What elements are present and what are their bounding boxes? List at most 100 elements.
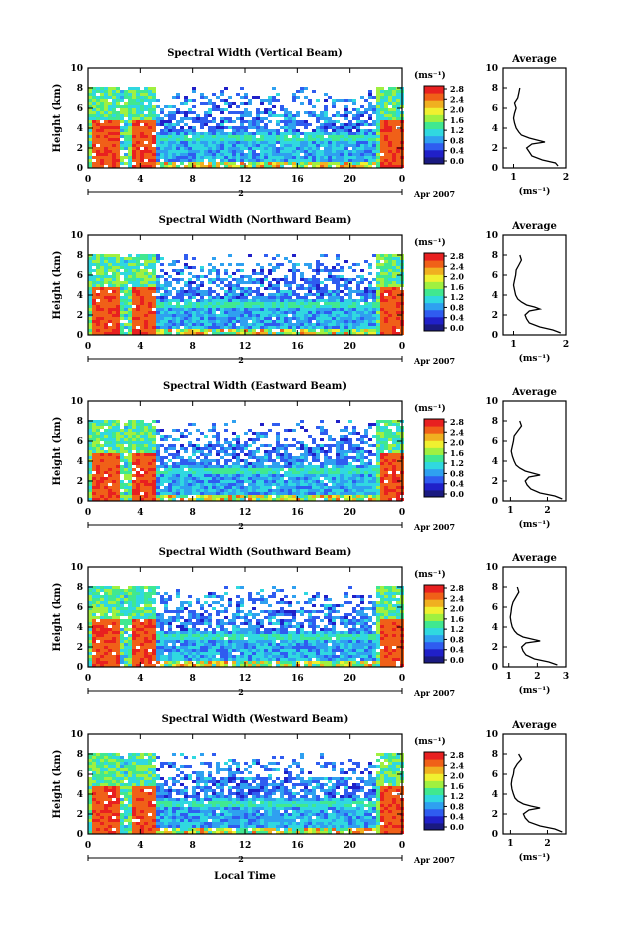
heatmap-cell xyxy=(96,96,100,99)
heatmap-cell xyxy=(188,156,192,159)
heatmap-cell xyxy=(356,299,360,302)
heatmap-cell xyxy=(264,275,268,278)
heatmap-cell xyxy=(136,423,140,426)
heatmap-cell xyxy=(240,150,244,153)
heatmap-cell xyxy=(224,299,228,302)
heatmap-cell xyxy=(364,329,368,332)
heatmap-cell xyxy=(248,254,252,257)
heatmap-cell xyxy=(168,498,172,501)
heatmap-cell xyxy=(260,266,264,269)
heatmap-cell xyxy=(92,444,96,447)
heatmap-cell xyxy=(188,266,192,269)
heatmap-cell xyxy=(292,153,296,156)
heatmap-cell xyxy=(228,311,232,314)
heatmap-cell xyxy=(280,483,284,486)
heatmap-cell xyxy=(296,489,300,492)
heatmap-cell xyxy=(248,429,252,432)
heatmap-cell xyxy=(332,323,336,326)
heatmap-cell xyxy=(316,305,320,308)
heatmap-cell xyxy=(196,483,200,486)
heatmap-cell xyxy=(260,293,264,296)
heatmap-cell xyxy=(116,126,120,129)
heatmap-cell xyxy=(228,480,232,483)
heatmap-cell xyxy=(332,278,336,281)
heatmap-cell xyxy=(144,492,148,495)
heatmap-cell xyxy=(284,141,288,144)
heatmap-cell xyxy=(316,314,320,317)
heatmap-cell xyxy=(372,299,376,302)
heatmap-cell xyxy=(140,105,144,108)
heatmap-cell xyxy=(256,153,260,156)
heatmap-cell xyxy=(372,495,376,498)
heatmap-cell xyxy=(308,290,312,293)
heatmap-cell xyxy=(260,299,264,302)
heatmap-cell xyxy=(128,123,132,126)
heatmap-cell xyxy=(204,132,208,135)
heatmap-cell xyxy=(160,314,164,317)
heatmap-cell xyxy=(100,165,104,168)
heatmap-cell xyxy=(192,308,196,311)
heatmap-cell xyxy=(116,423,120,426)
heatmap-cell xyxy=(312,138,316,141)
heatmap-cell xyxy=(320,483,324,486)
heatmap-cell xyxy=(96,468,100,471)
heatmap-cell xyxy=(348,266,352,269)
heatmap-cell xyxy=(320,426,324,429)
heatmap-cell xyxy=(204,305,208,308)
heatmap-cell xyxy=(304,480,308,483)
heatmap-cell xyxy=(128,269,132,272)
heatmap-cell xyxy=(324,284,328,287)
heatmap-cell xyxy=(104,105,108,108)
heatmap-cell xyxy=(124,275,128,278)
heatmap-cell xyxy=(344,141,348,144)
heatmap-cell xyxy=(388,314,392,317)
heatmap-cell xyxy=(288,153,292,156)
heatmap-cell xyxy=(388,147,392,150)
heatmap-cell xyxy=(392,326,396,329)
heatmap-cell xyxy=(288,317,292,320)
heatmap-cell xyxy=(324,317,328,320)
heatmap-cell xyxy=(324,126,328,129)
heatmap-cell xyxy=(240,111,244,114)
heatmap-cell xyxy=(196,147,200,150)
heatmap-cell xyxy=(132,468,136,471)
heatmap-cell xyxy=(168,138,172,141)
heatmap-cell xyxy=(156,323,160,326)
heatmap-cell xyxy=(292,272,296,275)
heatmap-cell xyxy=(268,129,272,132)
heatmap-cell xyxy=(152,105,156,108)
heatmap-cell xyxy=(336,257,340,260)
heatmap-cell xyxy=(244,156,248,159)
heatmap-cell xyxy=(92,489,96,492)
heatmap-cell xyxy=(244,114,248,117)
heatmap-cell xyxy=(260,272,264,275)
heatmap-cell xyxy=(148,423,152,426)
heatmap-cell xyxy=(356,150,360,153)
heatmap-cell xyxy=(296,269,300,272)
heatmap-cell xyxy=(96,287,100,290)
heatmap-cell xyxy=(256,438,260,441)
heatmap-cell xyxy=(108,159,112,162)
heatmap-cell xyxy=(276,474,280,477)
heatmap-cell xyxy=(264,329,268,332)
heatmap-cell xyxy=(232,314,236,317)
heatmap-cell xyxy=(376,135,380,138)
heatmap-cell xyxy=(112,278,116,281)
heatmap-cell xyxy=(136,269,140,272)
heatmap-cell xyxy=(116,141,120,144)
heatmap-cell xyxy=(144,281,148,284)
heatmap-cell xyxy=(92,308,96,311)
heatmap-cell xyxy=(100,459,104,462)
heatmap-cell xyxy=(340,305,344,308)
heatmap-cell xyxy=(176,305,180,308)
heatmap-cell xyxy=(292,480,296,483)
heatmap-cell xyxy=(152,465,156,468)
heatmap-cell xyxy=(280,156,284,159)
heatmap-cell xyxy=(352,308,356,311)
heatmap-cell xyxy=(148,123,152,126)
heatmap-cell xyxy=(136,489,140,492)
heatmap-cell xyxy=(228,156,232,159)
heatmap-cell xyxy=(212,311,216,314)
heatmap-cell xyxy=(156,444,160,447)
heatmap-cell xyxy=(308,471,312,474)
